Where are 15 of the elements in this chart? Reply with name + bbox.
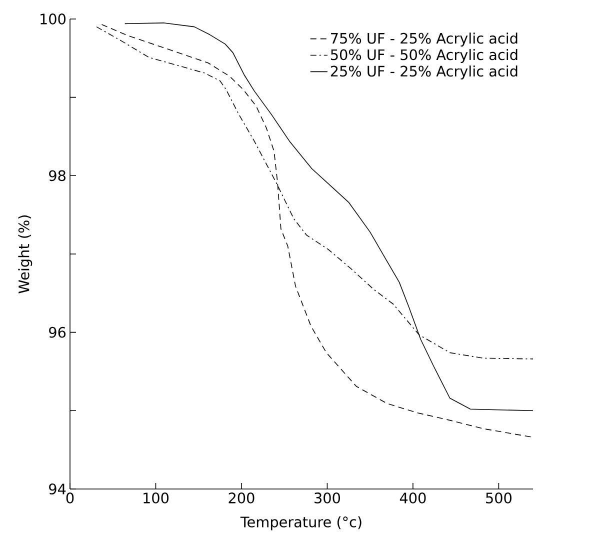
legend-label: 75% UF - 25% Acrylic acid [331,32,518,47]
x-tick-label: 0 [66,492,74,504]
y-tick-label: 96 [49,326,66,338]
legend-label: 50% UF - 50% Acrylic acid [330,49,518,63]
x-tick-label: 300 [314,492,340,504]
y-tick-label: 98 [49,170,66,182]
x-tick-label: 200 [228,492,254,504]
legend-label: 25% UF - 25% Acrylic acid [330,65,518,80]
y-tick-label: 94 [49,484,66,494]
y-axis-title: Weight (%) [18,215,32,294]
x-tick-label: 500 [486,492,512,504]
x-tick-label: 100 [144,492,169,504]
x-tick-label: 400 [400,492,426,504]
y-tick-label: 100 [40,14,66,24]
x-axis-title: Temperature (°c) [240,516,362,530]
